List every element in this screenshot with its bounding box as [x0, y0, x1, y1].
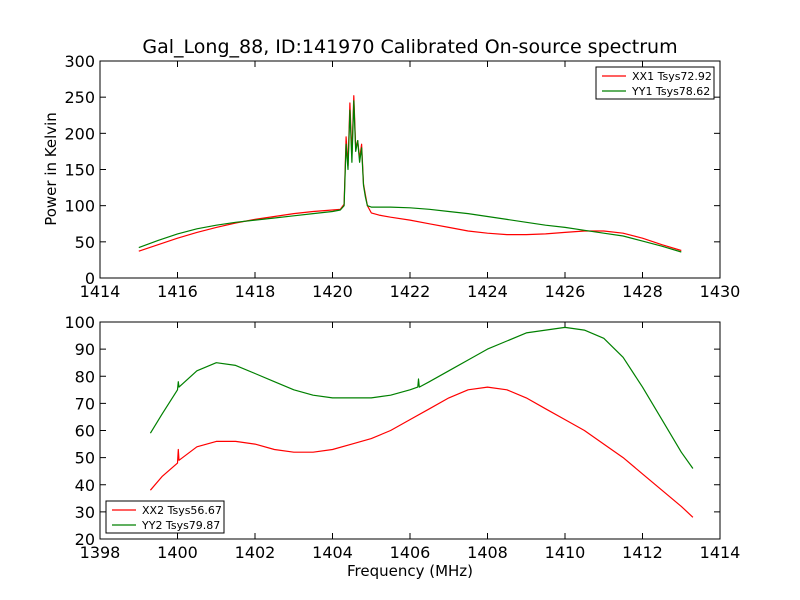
bottom-x-tick-label: 1402 — [235, 543, 276, 562]
bottom-y-tick-label: 50 — [75, 449, 95, 468]
bottom-series-line-1 — [149, 386, 694, 518]
top-x-tick-label: 1424 — [467, 282, 508, 301]
top-x-tick-label: 1418 — [235, 282, 276, 301]
bottom-legend: XX2 Tsys56.67 YY2 Tsys79.87 — [105, 500, 225, 534]
top-y-tick-label: 200 — [64, 124, 95, 143]
bottom-x-tick-label: 1398 — [80, 543, 121, 562]
top-y-tick-label: 250 — [64, 88, 95, 107]
bottom-y-tick-label: 20 — [75, 530, 95, 549]
bottom-plot-frame — [99, 321, 721, 540]
y-axis-label: Power in Kelvin — [42, 112, 60, 226]
bottom-legend-label: YY2 Tsys79.87 — [141, 519, 220, 532]
bottom-y-tick-label: 40 — [75, 476, 95, 495]
chart-title: Gal_Long_88, ID:141970 Calibrated On-sou… — [142, 36, 677, 58]
top-series-line-2 — [138, 100, 682, 253]
bottom-y-tick-label: 60 — [75, 422, 95, 441]
bottom-y-tick-label: 70 — [75, 394, 95, 413]
top-legend: XX1 Tsys72.92 YY1 Tsys78.62 — [595, 66, 715, 100]
top-series-line-1 — [138, 95, 682, 252]
top-x-tick-label: 1420 — [312, 282, 353, 301]
top-legend-label: YY1 Tsys78.62 — [631, 85, 710, 98]
bottom-legend-label: XX2 Tsys56.67 — [142, 504, 222, 517]
bottom-y-tick-label: 30 — [75, 503, 95, 522]
top-y-tick-label: 100 — [64, 197, 95, 216]
bottom-panel: 1398 1400 1402 1404 1406 1408 1410 1412 1414 20 30… — [64, 313, 740, 562]
top-plot-frame — [99, 60, 721, 279]
bottom-x-tick-label: 1414 — [700, 543, 741, 562]
bottom-x-tick-label: 1412 — [622, 543, 663, 562]
top-x-tick-label: 1414 — [80, 282, 121, 301]
top-panel: 1414 1416 1418 1420 1422 1424 1426 1428 1430 0 50 1… — [64, 52, 740, 301]
top-x-tick-label: 1428 — [622, 282, 663, 301]
bottom-x-tick-label: 1408 — [467, 543, 508, 562]
top-x-tick-label: 1416 — [157, 282, 198, 301]
bottom-series-line-2 — [149, 326, 694, 469]
top-legend-box — [595, 66, 715, 100]
bottom-x-tick-label: 1404 — [312, 543, 353, 562]
bottom-x-tick-label: 1400 — [157, 543, 198, 562]
top-x-tick-label: 1430 — [700, 282, 741, 301]
top-y-tick-label: 150 — [64, 161, 95, 180]
bottom-x-tick-label: 1410 — [545, 543, 586, 562]
top-x-tick-label: 1422 — [390, 282, 431, 301]
top-y-tick-label: 50 — [75, 233, 95, 252]
top-x-tick-label: 1426 — [545, 282, 586, 301]
top-legend-label: XX1 Tsys72.92 — [632, 70, 712, 83]
bottom-y-tick-label: 90 — [75, 340, 95, 359]
top-y-tick-label: 300 — [64, 52, 95, 71]
bottom-y-tick-label: 100 — [64, 313, 95, 332]
bottom-y-tick-label: 80 — [75, 367, 95, 386]
bottom-legend-box — [105, 500, 225, 534]
x-axis-label: Frequency (MHz) — [347, 562, 473, 580]
top-y-tick-label: 0 — [85, 269, 95, 288]
bottom-x-tick-label: 1406 — [390, 543, 431, 562]
